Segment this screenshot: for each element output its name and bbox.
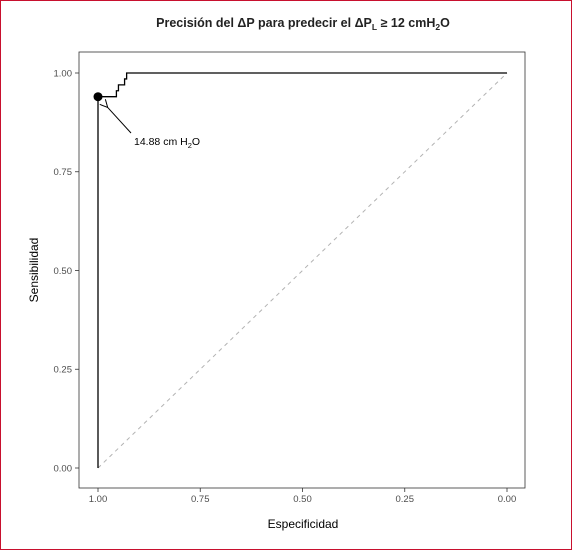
x-axis: 1.00 0.75 0.50 0.25 0.00 bbox=[89, 488, 517, 505]
x-tick-label: 1.00 bbox=[89, 494, 108, 505]
annotation-arrow bbox=[107, 107, 132, 134]
y-tick-label: 0.50 bbox=[54, 266, 73, 277]
roc-curve bbox=[97, 72, 507, 468]
chart-title: Precisión del ΔP para predecir el ΔPL ≥ … bbox=[156, 16, 450, 32]
x-tick-label: 0.75 bbox=[191, 494, 210, 505]
plot-panel bbox=[78, 51, 526, 489]
x-tick-label: 0.50 bbox=[293, 494, 312, 505]
cutoff-annotation: 14.88 cm H2O bbox=[134, 136, 200, 150]
y-axis-label: Sensibilidad bbox=[27, 238, 41, 303]
reference-diagonal bbox=[97, 72, 508, 469]
y-tick-label: 0.75 bbox=[54, 167, 73, 178]
x-tick-label: 0.25 bbox=[396, 494, 415, 505]
optimal-cutoff-point bbox=[93, 92, 103, 102]
x-tick-label: 0.00 bbox=[498, 494, 517, 505]
y-tick-label: 1.00 bbox=[54, 68, 73, 79]
x-axis-label: Especificidad bbox=[268, 517, 339, 531]
y-tick-label: 0.25 bbox=[54, 365, 73, 376]
y-axis: 0.00 0.25 0.50 0.75 1.00 bbox=[54, 68, 79, 474]
y-tick-label: 0.00 bbox=[54, 463, 73, 474]
